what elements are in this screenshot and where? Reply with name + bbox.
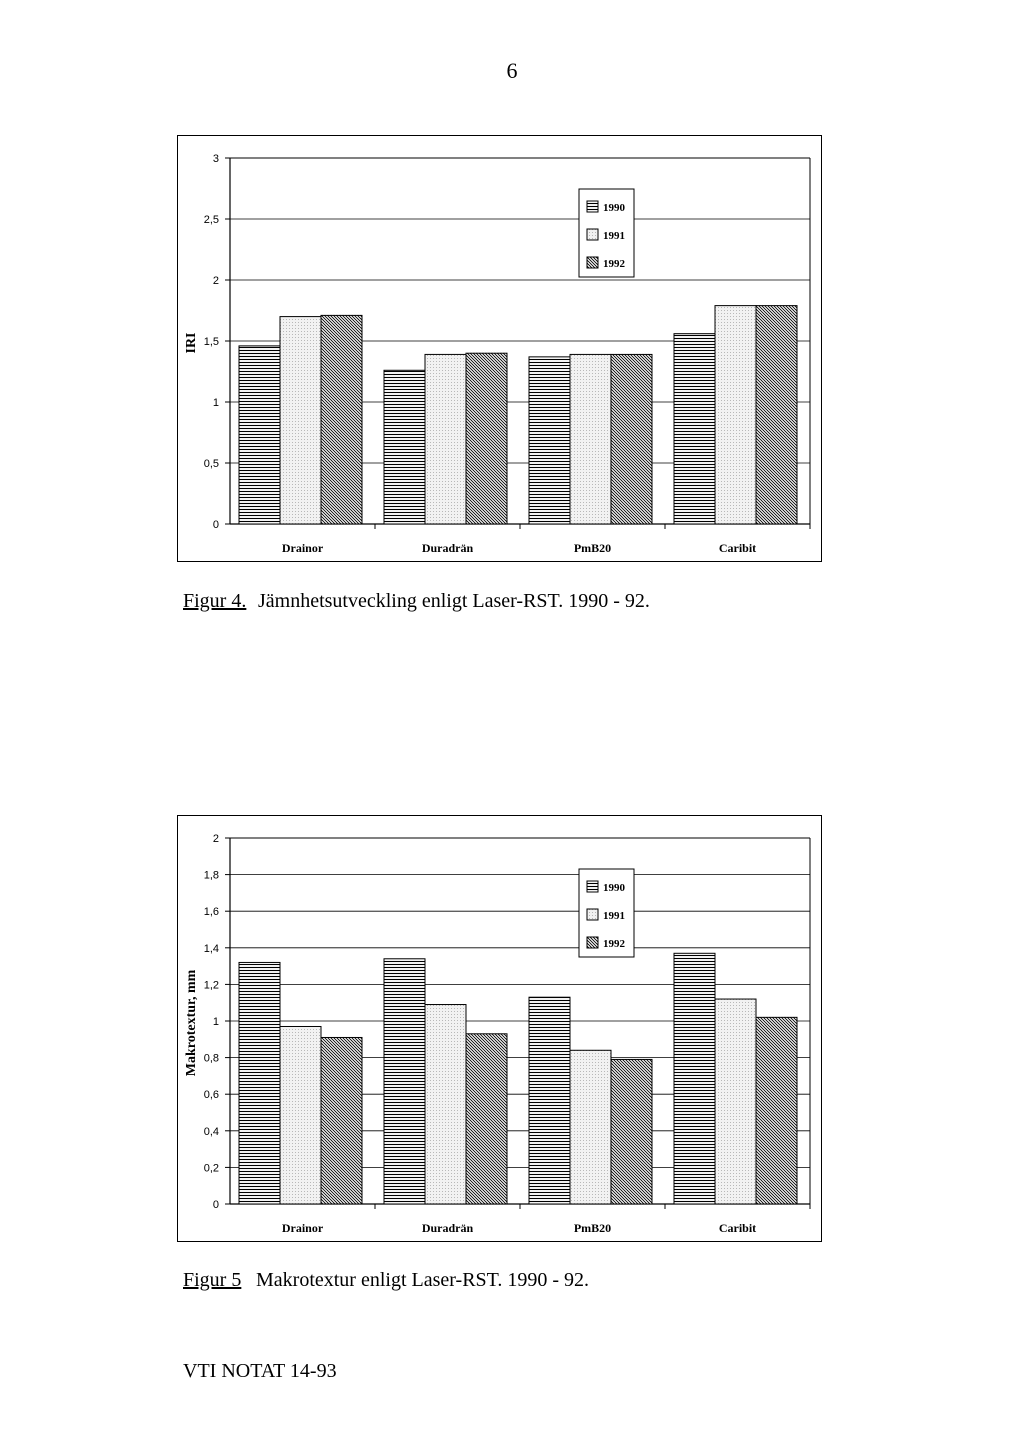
y-tick-label: 1: [213, 397, 219, 409]
y-axis-label: Makrotextur, mm: [184, 969, 199, 1076]
category-label: PmB20: [574, 1221, 611, 1235]
bar-1991-0: [279, 316, 322, 525]
y-tick-label: 2: [213, 275, 219, 287]
figure-5-caption: Makrotextur enligt Laser-RST. 1990 - 92.: [256, 1269, 590, 1291]
y-tick-label: 3: [213, 153, 219, 165]
legend-swatch-1990: [586, 880, 599, 893]
category-label: Drainor: [282, 1221, 324, 1235]
bar-1990-3: [673, 952, 716, 1205]
category-label: Duradrän: [422, 541, 474, 555]
bar-1990-1: [383, 958, 426, 1205]
legend-swatch-1991: [586, 908, 599, 921]
bar-1992-2: [610, 1058, 653, 1205]
legend-swatch-1990: [586, 200, 599, 213]
y-tick-label: 1,4: [204, 943, 219, 955]
figure-4-caption: Jämnhetsutveckling enligt Laser-RST. 199…: [258, 590, 650, 612]
bar-1990-2: [528, 996, 571, 1205]
y-tick-label: 0: [213, 519, 219, 531]
bar-1990-1: [383, 369, 426, 525]
figure-5-label: Figur 5: [183, 1269, 242, 1291]
y-tick-label: 2: [213, 833, 219, 845]
bar-1992-1: [465, 352, 508, 525]
bar-1992-3: [755, 1016, 798, 1205]
y-tick-label: 0,2: [204, 1162, 219, 1174]
legend-label: 1990: [603, 882, 626, 894]
category-label: Duradrän: [422, 1221, 474, 1235]
iri-chart-svg: 0 0,5 1 1,5 2 2,5 3 Drainor Duradrän PmB20 Caribit…: [184, 153, 811, 555]
footer-note: VTI NOTAT 14-93: [183, 1360, 337, 1382]
category-label: Drainor: [282, 541, 324, 555]
bar-1990-2: [528, 356, 571, 525]
bar-1992-1: [465, 1033, 508, 1205]
legend-label: 1990: [603, 202, 626, 214]
bar-1991-2: [569, 353, 612, 525]
legend-swatch-1992: [586, 936, 599, 949]
macrotexture-chart: 0 0,2 0,4 0,6 0,8 1 1,2 1,4 1,6 1,8 2 Drainor Duradr…: [177, 815, 822, 1242]
y-tick-label: 0,5: [204, 458, 219, 470]
figure-4-label: Figur 4.: [183, 590, 247, 612]
bar-1991-0: [279, 1025, 322, 1205]
legend-label: 1991: [603, 230, 625, 242]
y-tick-label: 0,4: [204, 1126, 219, 1138]
y-tick-label: 1,5: [204, 336, 219, 348]
bar-1990-0: [238, 961, 281, 1205]
category-label: Caribit: [719, 541, 756, 555]
y-axis-label: IRI: [184, 332, 199, 353]
y-tick-label: 0,6: [204, 1089, 219, 1101]
legend-label: 1992: [603, 258, 626, 270]
bar-1991-3: [714, 305, 757, 525]
iri-chart: 0 0,5 1 1,5 2 2,5 3 Drainor Duradrän PmB20 Caribit…: [177, 135, 822, 562]
y-tick-label: 1: [213, 1016, 219, 1028]
y-tick-label: 0,8: [204, 1053, 219, 1065]
y-tick-label: 1,6: [204, 906, 219, 918]
y-tick-label: 1,2: [204, 979, 219, 991]
bar-1990-0: [238, 345, 281, 525]
y-tick-label: 0: [213, 1199, 219, 1211]
category-label: PmB20: [574, 541, 611, 555]
bar-1992-0: [320, 1036, 363, 1205]
bar-1991-2: [569, 1049, 612, 1205]
legend-label: 1991: [603, 910, 625, 922]
legend-swatch-1991: [586, 228, 599, 241]
category-label: Caribit: [719, 1221, 756, 1235]
macrotexture-chart-svg: 0 0,2 0,4 0,6 0,8 1 1,2 1,4 1,6 1,8 2 Drainor Duradr…: [184, 833, 811, 1235]
legend-swatch-1992: [586, 256, 599, 269]
page-number: 6: [506, 58, 518, 83]
legend-label: 1992: [603, 938, 626, 950]
bar-1991-3: [714, 998, 757, 1205]
bar-1990-3: [673, 333, 716, 525]
bar-1991-1: [424, 353, 467, 525]
bar-1991-1: [424, 1004, 467, 1205]
y-tick-label: 2,5: [204, 214, 219, 226]
bar-1992-2: [610, 353, 653, 525]
bar-1992-0: [320, 314, 363, 525]
bar-1992-3: [755, 305, 798, 525]
y-tick-label: 1,8: [204, 870, 219, 882]
